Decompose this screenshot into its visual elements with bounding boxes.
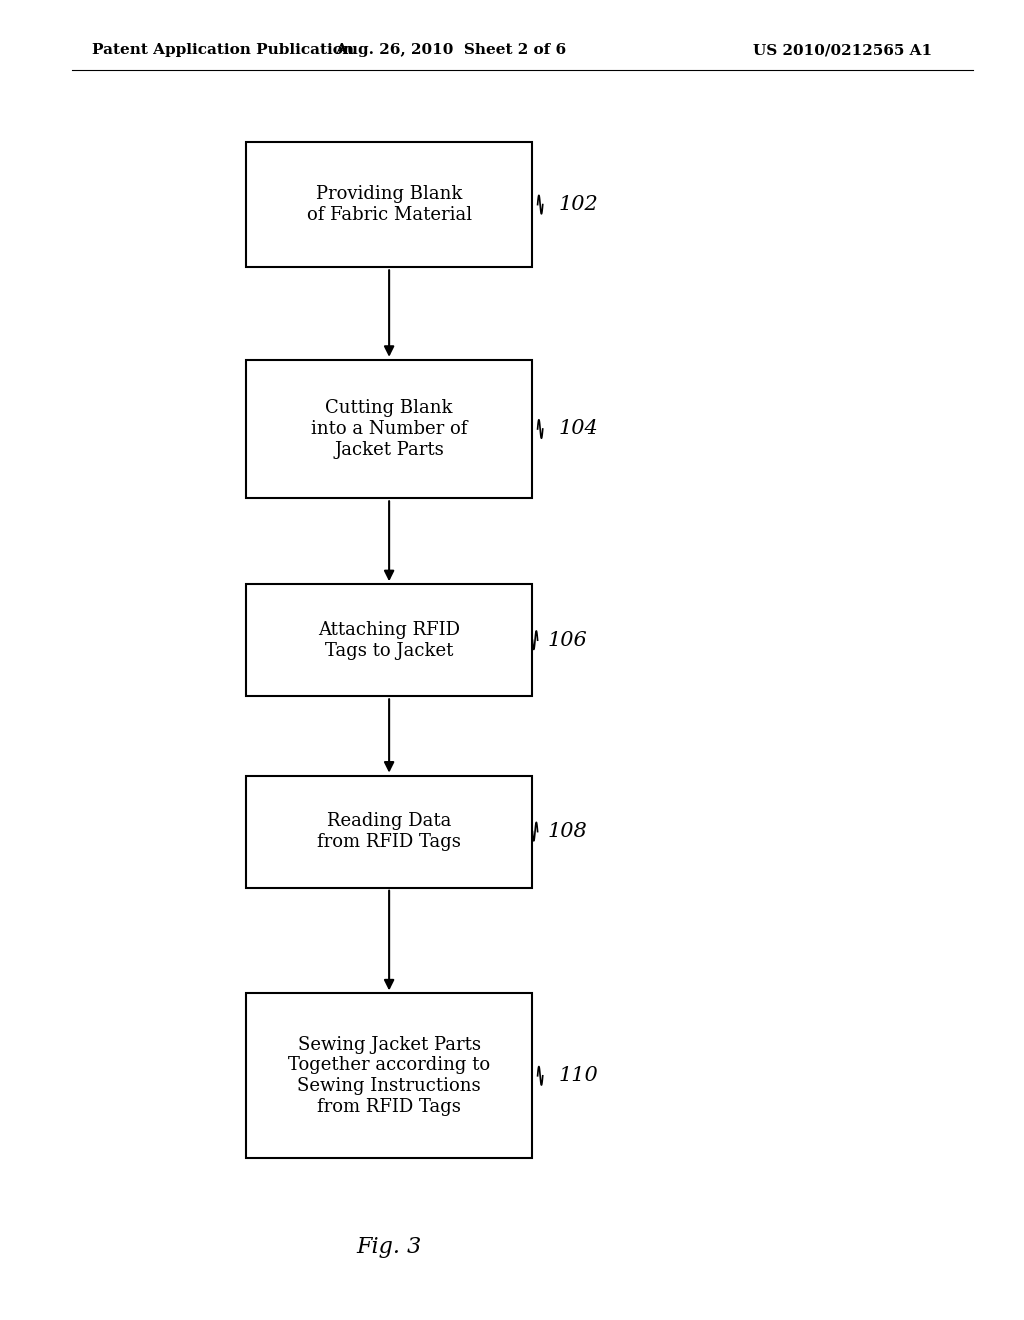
Text: Cutting Blank
into a Number of
Jacket Parts: Cutting Blank into a Number of Jacket Pa… [311,399,467,459]
Text: 108: 108 [548,822,588,841]
FancyBboxPatch shape [246,359,532,498]
Text: 106: 106 [548,631,588,649]
Text: 104: 104 [558,420,598,438]
Text: Providing Blank
of Fabric Material: Providing Blank of Fabric Material [306,185,472,224]
Text: 110: 110 [558,1067,598,1085]
Text: Aug. 26, 2010  Sheet 2 of 6: Aug. 26, 2010 Sheet 2 of 6 [335,44,566,57]
Text: Fig. 3: Fig. 3 [356,1237,422,1258]
Text: Reading Data
from RFID Tags: Reading Data from RFID Tags [317,812,461,851]
Text: US 2010/0212565 A1: US 2010/0212565 A1 [753,44,932,57]
FancyBboxPatch shape [246,143,532,267]
Text: Sewing Jacket Parts
Together according to
Sewing Instructions
from RFID Tags: Sewing Jacket Parts Together according t… [288,1036,490,1115]
FancyBboxPatch shape [246,776,532,887]
FancyBboxPatch shape [246,993,532,1159]
Text: Patent Application Publication: Patent Application Publication [92,44,354,57]
Text: Attaching RFID
Tags to Jacket: Attaching RFID Tags to Jacket [318,620,460,660]
FancyBboxPatch shape [246,583,532,697]
Text: 102: 102 [558,195,598,214]
